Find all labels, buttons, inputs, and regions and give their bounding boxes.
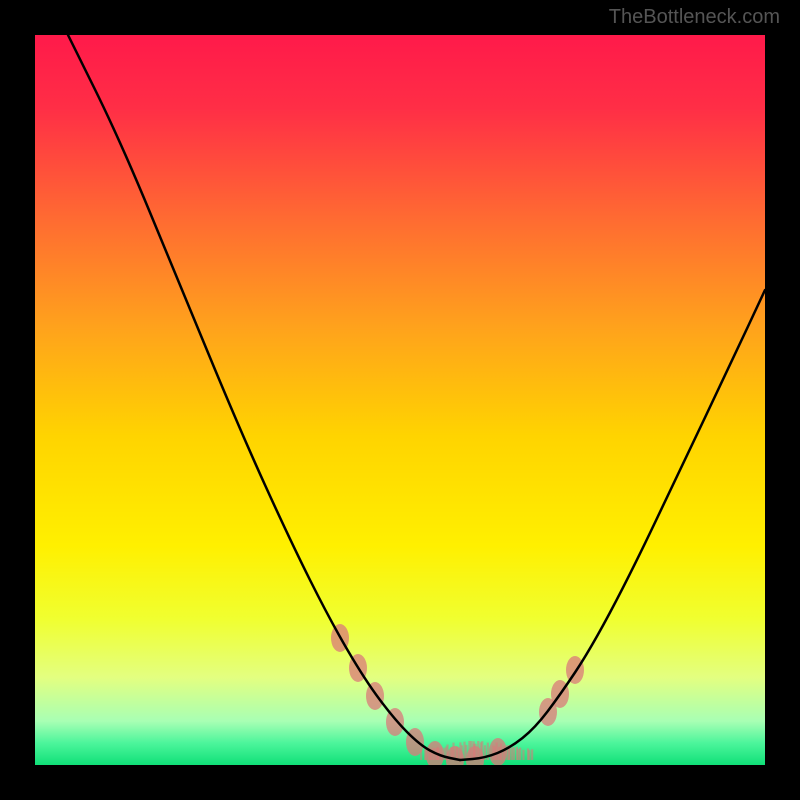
curve-chart [0,0,800,800]
watermark-text: TheBottleneck.com [609,6,780,29]
chart-container: TheBottleneck.com [0,0,800,800]
